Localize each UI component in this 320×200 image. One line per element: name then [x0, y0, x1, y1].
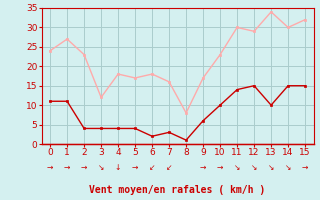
Text: Vent moyen/en rafales ( km/h ): Vent moyen/en rafales ( km/h ): [90, 185, 266, 195]
Text: →: →: [217, 163, 223, 172]
Text: ↘: ↘: [98, 163, 104, 172]
Text: →: →: [200, 163, 206, 172]
Text: →: →: [81, 163, 87, 172]
Text: ↘: ↘: [268, 163, 274, 172]
Text: ↘: ↘: [251, 163, 257, 172]
Text: →: →: [132, 163, 138, 172]
Text: ↙: ↙: [149, 163, 155, 172]
Text: →: →: [64, 163, 70, 172]
Text: ↓: ↓: [115, 163, 121, 172]
Text: →: →: [47, 163, 53, 172]
Text: ↙: ↙: [166, 163, 172, 172]
Text: →: →: [302, 163, 308, 172]
Text: ↘: ↘: [234, 163, 240, 172]
Text: ↘: ↘: [285, 163, 291, 172]
